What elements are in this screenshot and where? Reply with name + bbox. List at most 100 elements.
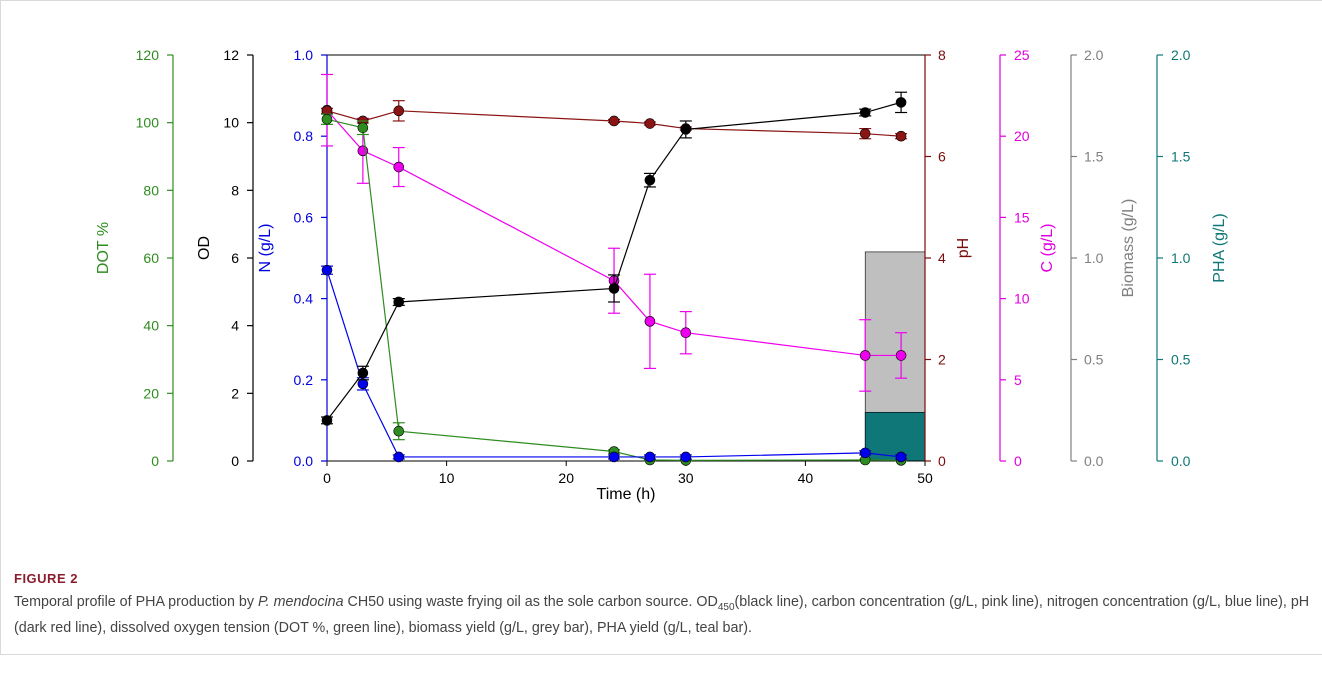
y-tick-label-dot: 80: [143, 182, 159, 198]
x-tick-label: 20: [558, 470, 574, 486]
y-tick-label-od: 8: [231, 182, 239, 198]
x-tick-label: 50: [917, 470, 933, 486]
series-n-line: [326, 269, 902, 458]
y-tick-label-c: 10: [1014, 291, 1030, 307]
y-tick-label-od: 2: [231, 385, 239, 401]
left-divider: [0, 0, 1, 655]
bar-pha: [864, 411, 926, 462]
y-tick-label-ph: 4: [938, 250, 946, 266]
data-point-n: [393, 451, 405, 463]
series-od-line: [326, 101, 902, 421]
y-tick-label-od: 0: [231, 453, 239, 469]
data-point-od: [895, 97, 907, 108]
data-point-n: [859, 447, 871, 459]
y-tick-label-n: 1.0: [294, 47, 314, 63]
data-point-ph: [393, 105, 405, 117]
y-tick-label-pha: 0.5: [1171, 352, 1191, 368]
data-point-dot: [393, 425, 405, 437]
y-axis-title-biomass: Biomass (g/L): [1120, 199, 1137, 298]
data-point-dot: [321, 113, 333, 125]
y-tick-label-n: 0.6: [294, 209, 314, 225]
data-point-n: [608, 451, 620, 463]
x-tick-label: 40: [798, 470, 814, 486]
top-divider: [0, 0, 1322, 1]
y-tick-label-n: 0.2: [294, 372, 314, 388]
bottom-divider: [0, 654, 1322, 655]
y-axis-title-n: N (g/L): [257, 224, 274, 273]
data-point-c: [859, 350, 871, 361]
data-point-n: [644, 451, 656, 463]
data-point-ph: [608, 115, 620, 127]
y-tick-label-biomass: 2.0: [1084, 47, 1104, 63]
data-point-od: [644, 174, 656, 186]
data-point-n: [895, 451, 907, 463]
data-point-c: [680, 327, 692, 339]
y-tick-label-dot: 0: [151, 453, 159, 469]
caption-part-2: CH50 using waste frying oil as the sole …: [343, 594, 718, 610]
y-tick-label-biomass: 0.5: [1084, 352, 1104, 368]
y-tick-label-n: 0.8: [294, 128, 314, 144]
figure-caption: Temporal profile of PHA production by P.…: [14, 592, 1314, 638]
y-tick-label-pha: 0.0: [1171, 453, 1191, 469]
data-point-od: [859, 107, 871, 118]
series-dot-line: [326, 118, 902, 461]
y-tick-label-dot: 40: [143, 318, 159, 334]
data-point-dot: [357, 122, 369, 134]
y-tick-label-od: 6: [231, 250, 239, 266]
y-tick-label-biomass: 0.0: [1084, 453, 1104, 469]
y-tick-label-ph: 0: [938, 453, 946, 469]
data-point-ph: [859, 128, 871, 139]
y-tick-label-ph: 8: [938, 47, 946, 63]
figure-label: FIGURE 2: [14, 571, 78, 586]
series-c-line: [326, 109, 902, 357]
x-tick-label: 0: [323, 470, 331, 486]
data-point-od: [608, 283, 620, 294]
y-tick-label-ph: 2: [938, 352, 946, 368]
data-point-c: [644, 316, 656, 327]
data-point-n: [321, 264, 333, 276]
data-point-od: [357, 367, 369, 379]
y-tick-label-pha: 1.5: [1171, 149, 1191, 165]
y-tick-label-c: 5: [1014, 372, 1022, 388]
caption-subscript: 450: [717, 601, 735, 613]
caption-part-3: (black line), carbon concentration (g/L,…: [14, 594, 1310, 636]
y-axis-title-pha: PHA (g/L): [1211, 213, 1228, 282]
y-tick-label-n: 0.4: [294, 291, 314, 307]
y-tick-label-od: 4: [231, 318, 239, 334]
y-tick-label-c: 20: [1014, 128, 1030, 144]
data-point-c: [895, 350, 907, 361]
y-tick-label-n: 0.0: [294, 453, 314, 469]
data-point-c: [393, 161, 405, 173]
y-tick-label-dot: 20: [143, 385, 159, 401]
data-point-od: [680, 124, 692, 135]
x-axis-title: Time (h): [597, 486, 656, 503]
y-tick-label-dot: 120: [136, 47, 160, 63]
y-axis-title-od: OD: [196, 236, 213, 260]
data-point-ph: [644, 118, 656, 129]
y-tick-label-c: 25: [1014, 47, 1030, 63]
data-point-ph: [895, 130, 907, 142]
y-tick-label-pha: 2.0: [1171, 47, 1191, 63]
data-point-od: [321, 415, 333, 426]
y-tick-label-c: 0: [1014, 453, 1022, 469]
y-tick-label-biomass: 1.5: [1084, 149, 1104, 165]
x-tick-label: 30: [678, 470, 694, 486]
y-axis-title-c: C (g/L): [1039, 224, 1056, 273]
y-tick-label-dot: 60: [143, 250, 159, 266]
data-point-n: [680, 451, 692, 463]
y-tick-label-ph: 6: [938, 149, 946, 165]
data-point-od: [393, 296, 405, 308]
x-tick-label: 10: [439, 470, 455, 486]
y-tick-label-od: 10: [223, 115, 239, 131]
caption-species: P. mendocina: [257, 594, 344, 610]
y-tick-label-dot: 100: [136, 115, 160, 131]
y-tick-label-pha: 1.0: [1171, 250, 1191, 266]
caption-part-1: Temporal profile of PHA production by: [14, 594, 258, 610]
y-axis-title-dot: DOT %: [95, 222, 112, 274]
y-axis-title-ph: pH: [955, 238, 972, 258]
y-tick-label-c: 15: [1014, 209, 1030, 225]
y-tick-label-biomass: 1.0: [1084, 250, 1104, 266]
y-tick-label-od: 12: [223, 47, 239, 63]
